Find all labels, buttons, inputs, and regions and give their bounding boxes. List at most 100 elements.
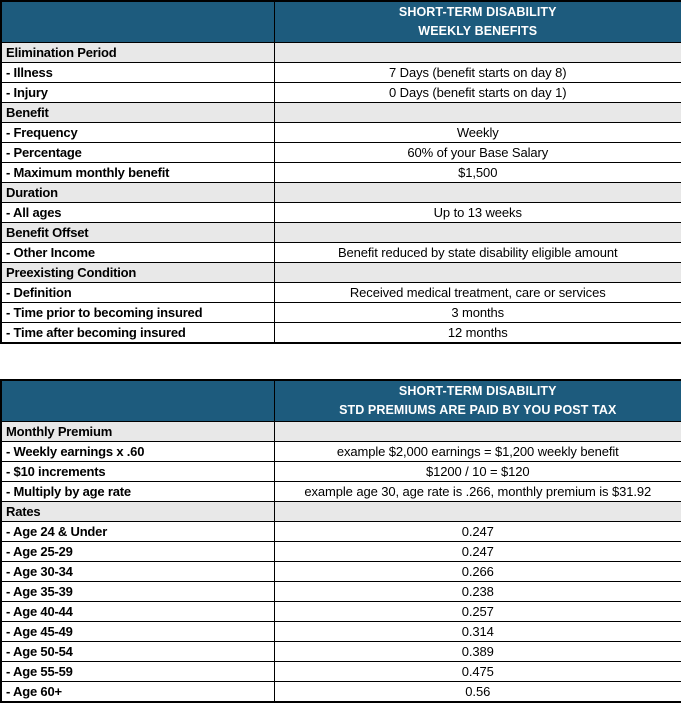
row-value: 0.257 xyxy=(274,602,681,622)
row-label: - Multiply by age rate xyxy=(1,482,274,502)
table-row: - Age 60+0.56 xyxy=(1,682,681,703)
table-title-line1: SHORT-TERM DISABILITY xyxy=(275,382,681,401)
section-row: Rates xyxy=(1,502,681,522)
row-label: - Percentage xyxy=(1,143,274,163)
std-premiums-table: SHORT-TERM DISABILITY STD PREMIUMS ARE P… xyxy=(0,379,681,703)
row-label: - $10 increments xyxy=(1,462,274,482)
row-value xyxy=(274,43,681,63)
table-title: SHORT-TERM DISABILITY WEEKLY BENEFITS xyxy=(274,1,681,43)
row-label: - Age 25-29 xyxy=(1,542,274,562)
row-value: 0.475 xyxy=(274,662,681,682)
table-header-row: SHORT-TERM DISABILITY WEEKLY BENEFITS xyxy=(1,1,681,43)
header-empty-cell xyxy=(1,1,274,43)
row-label: - Age 55-59 xyxy=(1,662,274,682)
row-label: - Injury xyxy=(1,83,274,103)
section-row: Benefit xyxy=(1,103,681,123)
row-label: Preexisting Condition xyxy=(1,263,274,283)
row-label: - Age 45-49 xyxy=(1,622,274,642)
row-label: - Weekly earnings x .60 xyxy=(1,442,274,462)
row-value: 0.56 xyxy=(274,682,681,703)
row-label: - Age 35-39 xyxy=(1,582,274,602)
table-header-row: SHORT-TERM DISABILITY STD PREMIUMS ARE P… xyxy=(1,380,681,422)
section-row: Duration xyxy=(1,183,681,203)
table-row: - Maximum monthly benefit$1,500 xyxy=(1,163,681,183)
row-value: 60% of your Base Salary xyxy=(274,143,681,163)
row-label: - Time prior to becoming insured xyxy=(1,303,274,323)
header-empty-cell xyxy=(1,380,274,422)
row-label: - Maximum monthly benefit xyxy=(1,163,274,183)
row-value: 0.247 xyxy=(274,542,681,562)
row-value: example age 30, age rate is .266, monthl… xyxy=(274,482,681,502)
row-value xyxy=(274,223,681,243)
row-label: Benefit Offset xyxy=(1,223,274,243)
row-value: 0 Days (benefit starts on day 1) xyxy=(274,83,681,103)
row-label: - Time after becoming insured xyxy=(1,323,274,344)
row-value: 0.247 xyxy=(274,522,681,542)
table-row: - $10 increments$1200 / 10 = $120 xyxy=(1,462,681,482)
row-value xyxy=(274,103,681,123)
row-label: - Age 50-54 xyxy=(1,642,274,662)
row-label: - Frequency xyxy=(1,123,274,143)
section-row: Elimination Period xyxy=(1,43,681,63)
row-label: Benefit xyxy=(1,103,274,123)
row-value: 12 months xyxy=(274,323,681,344)
table-title: SHORT-TERM DISABILITY STD PREMIUMS ARE P… xyxy=(274,380,681,422)
row-value: Up to 13 weeks xyxy=(274,203,681,223)
row-value: 3 months xyxy=(274,303,681,323)
row-label: Duration xyxy=(1,183,274,203)
row-value: $1,500 xyxy=(274,163,681,183)
table-title-line2: STD PREMIUMS ARE PAID BY YOU POST TAX xyxy=(275,401,681,420)
section-row: Benefit Offset xyxy=(1,223,681,243)
row-label: - Age 24 & Under xyxy=(1,522,274,542)
row-value: example $2,000 earnings = $1,200 weekly … xyxy=(274,442,681,462)
row-value: 7 Days (benefit starts on day 8) xyxy=(274,63,681,83)
table-title-line2: WEEKLY BENEFITS xyxy=(275,22,681,41)
weekly-benefits-table: SHORT-TERM DISABILITY WEEKLY BENEFITS El… xyxy=(0,0,681,344)
row-value: Weekly xyxy=(274,123,681,143)
row-value xyxy=(274,422,681,442)
row-label: - Other Income xyxy=(1,243,274,263)
row-value xyxy=(274,263,681,283)
row-value xyxy=(274,502,681,522)
row-value: 0.314 xyxy=(274,622,681,642)
row-value: Benefit reduced by state disability elig… xyxy=(274,243,681,263)
row-label: - Age 40-44 xyxy=(1,602,274,622)
row-value: $1200 / 10 = $120 xyxy=(274,462,681,482)
row-label: - Definition xyxy=(1,283,274,303)
row-label: Monthly Premium xyxy=(1,422,274,442)
row-value: 0.389 xyxy=(274,642,681,662)
row-value: 0.266 xyxy=(274,562,681,582)
row-label: - Age 60+ xyxy=(1,682,274,703)
row-value: Received medical treatment, care or serv… xyxy=(274,283,681,303)
row-label: Elimination Period xyxy=(1,43,274,63)
row-label: - All ages xyxy=(1,203,274,223)
row-label: - Illness xyxy=(1,63,274,83)
table-title-line1: SHORT-TERM DISABILITY xyxy=(275,3,681,22)
section-row: Monthly Premium xyxy=(1,422,681,442)
row-label: Rates xyxy=(1,502,274,522)
row-value xyxy=(274,183,681,203)
section-row: Preexisting Condition xyxy=(1,263,681,283)
row-label: - Age 30-34 xyxy=(1,562,274,582)
row-value: 0.238 xyxy=(274,582,681,602)
